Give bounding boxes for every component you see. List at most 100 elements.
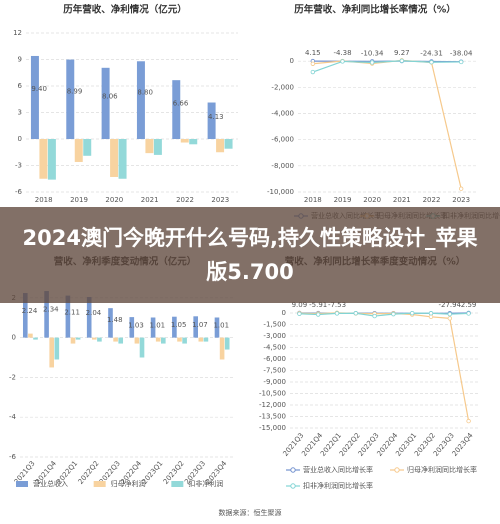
point (466, 311, 471, 316)
point (428, 314, 434, 320)
y-tick-label: 3 (18, 109, 22, 117)
bar (139, 337, 145, 358)
data-label: 8.80 (137, 88, 153, 96)
y-tick-label: -4,000 (271, 110, 294, 118)
bar (28, 333, 33, 338)
data-label: 8.99 (67, 87, 83, 95)
point (340, 59, 345, 64)
bar (216, 139, 225, 153)
x-tick-label: 2021 (393, 196, 411, 204)
y-tick-label: 6 (18, 82, 23, 90)
point (316, 312, 321, 317)
x-tick-label: 2018 (304, 196, 322, 204)
x-tick-label: 2023 (211, 196, 229, 204)
legend-label: 营业总收入同比增长率 (303, 465, 373, 474)
bar (155, 337, 161, 342)
data-label: 2.24 (22, 307, 38, 315)
point (447, 311, 452, 317)
bar (108, 308, 113, 338)
banner-title: 2024澳门今晚开什么号码,持久性策略设计_苹果版5.700 (22, 226, 478, 284)
point (399, 58, 405, 63)
x-tick-label: 2019 (70, 196, 88, 204)
point (466, 418, 471, 424)
series-line (312, 59, 462, 189)
bar (101, 67, 110, 139)
y-tick-label: -3,000 (263, 332, 286, 340)
data-label: 9.40 (31, 85, 47, 93)
y-tick-label: -2,000 (271, 83, 294, 91)
data-label: -4.38 (333, 49, 351, 57)
point (353, 311, 358, 316)
y-tick-label: 0 (12, 334, 16, 342)
point (410, 310, 415, 316)
bar (30, 55, 39, 139)
series-line (299, 312, 469, 317)
bar (177, 337, 182, 342)
bar (203, 337, 209, 342)
bar (118, 337, 124, 344)
point (458, 186, 464, 191)
y-tick-label: 0 (282, 309, 286, 317)
y-tick-label: -6 (15, 188, 23, 196)
chart-title: 历年营收、净利同比增长率情况（%） (294, 4, 456, 16)
data-label: 1.07 (192, 321, 208, 329)
bar (224, 139, 233, 149)
bar (134, 337, 140, 344)
y-tick-label: -3 (15, 162, 22, 170)
x-tick-label: 2018 (35, 196, 53, 204)
legend-label: 归母净利润 (111, 479, 146, 488)
legend-label: 扣非净利润同比增长率 (303, 481, 373, 490)
y-tick-label: -6,000 (263, 355, 286, 363)
y-tick-label: -12,000 (259, 401, 286, 409)
data-label: -7.53 (328, 301, 346, 309)
y-tick-label: -13,500 (259, 413, 286, 421)
y-tick-label: -10,000 (267, 188, 294, 196)
data-label: 2.34 (43, 306, 59, 314)
data-label: 1.01 (150, 322, 166, 330)
bar (136, 61, 145, 140)
bar (97, 337, 102, 342)
bar (145, 139, 154, 154)
legend-label: 扣非净利润 (188, 479, 223, 488)
point (458, 59, 464, 65)
bar (49, 337, 55, 368)
bar (161, 337, 166, 344)
data-label: -38.04 (450, 50, 473, 58)
data-label: 1.01 (213, 322, 229, 330)
y-tick-label: -7,500 (263, 367, 286, 375)
legend-marker (394, 467, 400, 473)
bar (70, 337, 76, 344)
bar (153, 139, 162, 155)
bar (86, 297, 92, 338)
bar (74, 139, 83, 162)
legend-marker (290, 483, 296, 489)
bar (54, 337, 60, 360)
data-label: 4.13 (208, 113, 224, 121)
point (369, 60, 375, 65)
data-label: 8.06 (102, 92, 118, 100)
data-label: -10.34 (361, 49, 384, 57)
bar (44, 291, 49, 338)
series-line (312, 60, 462, 73)
bar (39, 139, 48, 179)
y-tick-label: -15,000 (259, 424, 286, 432)
bar (180, 139, 189, 143)
bar (113, 337, 118, 342)
point (334, 311, 340, 316)
x-tick-label: 2023 (452, 196, 470, 204)
chart-title: 历年营收、净利情况（亿元） (63, 4, 187, 16)
legend-swatch (16, 481, 28, 487)
data-label: 9.27 (394, 49, 410, 57)
point (447, 316, 452, 321)
bar (224, 337, 230, 350)
legend-label: 营业总收入 (33, 479, 68, 488)
x-tick-label: 2022 (423, 196, 441, 204)
point (310, 61, 316, 66)
y-tick-label: -4 (9, 413, 17, 421)
y-tick-label: -2 (9, 373, 16, 381)
bar (214, 317, 220, 338)
y-tick-label: 0 (18, 135, 22, 143)
bar (33, 337, 38, 340)
bar (118, 139, 127, 179)
